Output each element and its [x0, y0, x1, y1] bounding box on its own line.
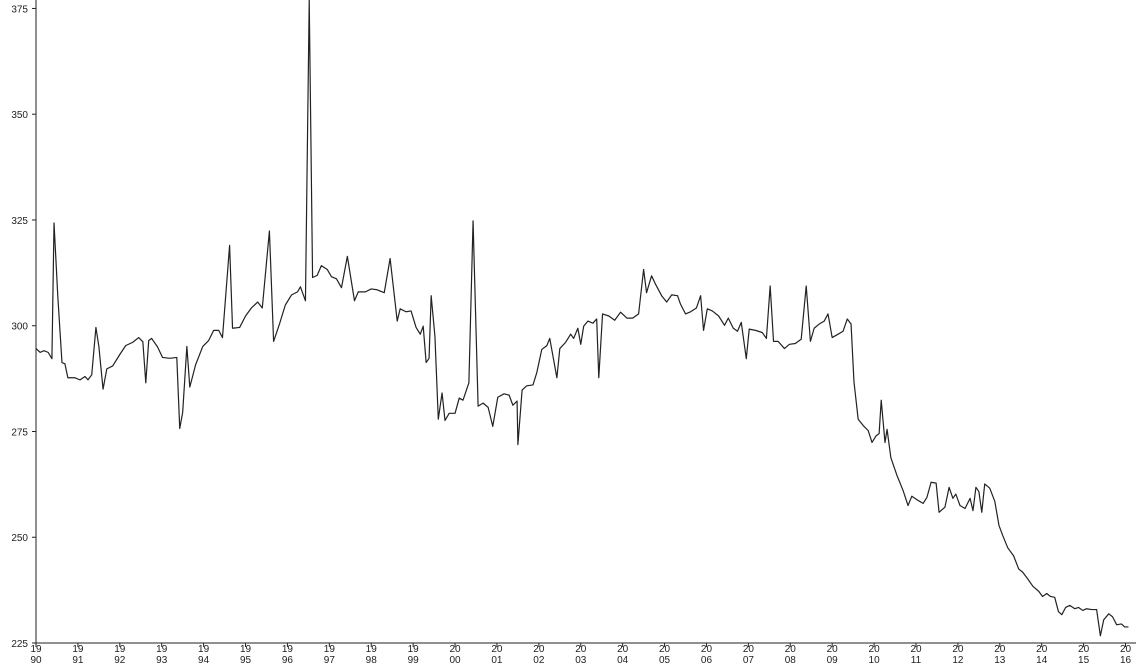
x-tick-label: 20 01 [491, 644, 503, 664]
x-tick-label: 20 12 [952, 644, 964, 664]
x-tick-label: 20 05 [659, 644, 671, 664]
x-tick-label: 20 16 [1120, 644, 1132, 664]
x-tick-label: 20 13 [994, 644, 1006, 664]
x-tick-label: 20 04 [617, 644, 629, 664]
x-tick-label: 20 08 [785, 644, 797, 664]
x-tick-label: 20 03 [575, 644, 587, 664]
x-tick-label: 20 14 [1036, 644, 1048, 664]
x-tick-label: 19 98 [366, 644, 378, 664]
y-tick-label: 225 [11, 639, 28, 650]
x-tick-label: 20 11 [910, 644, 922, 664]
x-tick-label: 20 15 [1078, 644, 1090, 664]
y-tick-label: 375 [11, 4, 28, 15]
x-tick-label: 20 02 [533, 644, 545, 664]
y-tick-label: 275 [11, 427, 28, 438]
x-tick-label: 19 95 [240, 644, 252, 664]
x-tick-label: 19 90 [30, 644, 42, 664]
x-tick-label: 20 00 [449, 644, 461, 664]
x-tick-label: 19 93 [156, 644, 168, 664]
x-tick-label: 20 09 [827, 644, 839, 664]
x-tick-label: 19 99 [408, 644, 420, 664]
x-tick-label: 19 96 [282, 644, 294, 664]
x-tick-label: 19 94 [198, 644, 210, 664]
x-tick-label: 19 92 [114, 644, 126, 664]
x-tick-label: 20 10 [869, 644, 881, 664]
data-line [35, 0, 1129, 637]
y-tick-label: 250 [11, 533, 28, 544]
x-tick-label: 19 97 [324, 644, 336, 664]
y-tick-label: 300 [11, 322, 28, 333]
y-tick-label: 325 [11, 216, 28, 227]
y-tick-label: 350 [11, 110, 28, 121]
x-tick-label: 20 06 [701, 644, 713, 664]
x-tick-label: 19 91 [72, 644, 84, 664]
x-tick-label: 20 07 [743, 644, 755, 664]
